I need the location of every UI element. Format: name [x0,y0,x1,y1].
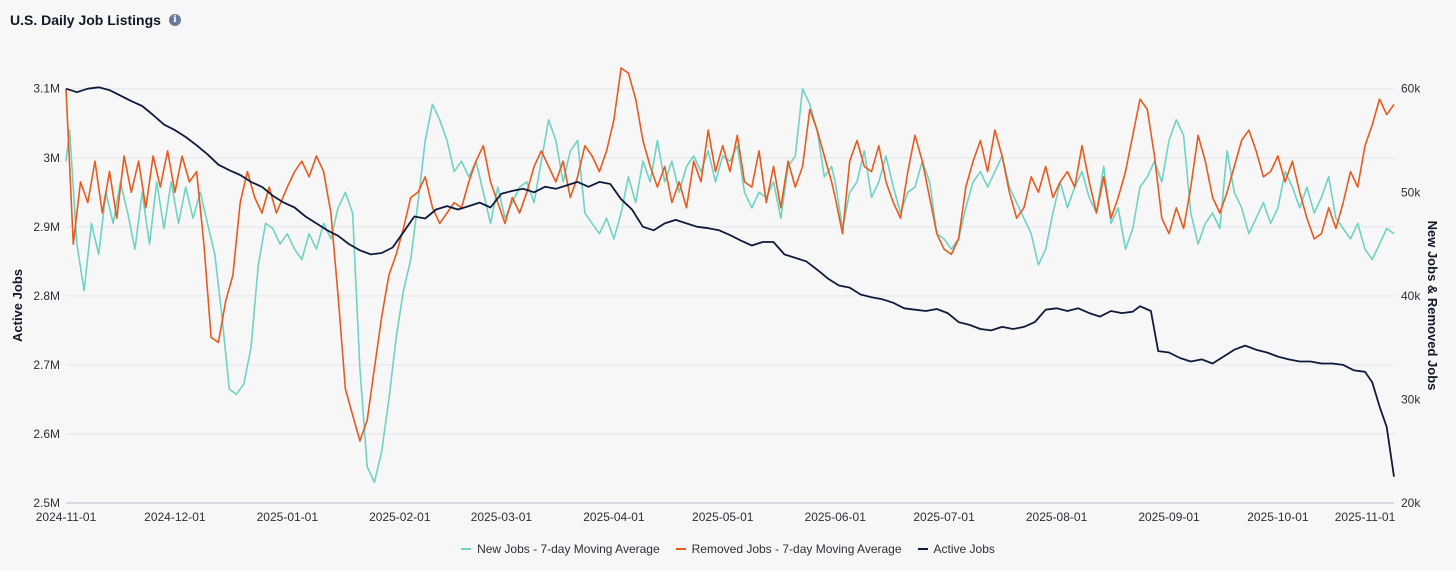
x-tick-label: 2024-11-01 [36,510,97,524]
y-left-tick-label: 3M [43,151,60,165]
legend-label-new-jobs: New Jobs - 7-day Moving Average [477,542,660,556]
legend-swatch-active-jobs [917,548,928,550]
series-line-new-jobs [65,87,1395,484]
x-tick-label: 2025-02-01 [369,510,431,524]
x-tick-label: 2025-11-01 [1335,510,1396,524]
series-line-active-jobs [65,86,1395,477]
x-tick-label: 2025-06-01 [805,510,867,524]
y-left-tick-label: 2.6M [33,427,60,441]
y-left-tick-label: 2.5M [33,496,60,510]
y-left-tick-label: 2.9M [33,220,60,234]
x-tick-label: 2025-03-01 [471,510,533,524]
y-right-tick-label: 50k [1401,185,1421,199]
x-tick-label: 2025-08-01 [1026,510,1088,524]
x-tick-label: 2024-12-01 [144,510,206,524]
legend-label-removed-jobs: Removed Jobs - 7-day Moving Average [691,542,902,556]
y-right-tick-label: 20k [1401,496,1421,510]
x-tick-label: 2025-09-01 [1138,510,1200,524]
legend-item-new-jobs[interactable]: New Jobs - 7-day Moving Average [461,542,660,556]
series-line-removed-jobs [65,67,1395,442]
y-right-tick-label: 60k [1401,82,1421,96]
y-right-tick-label: 30k [1401,392,1421,406]
x-tick-label: 2025-10-01 [1247,510,1309,524]
x-tick-label: 2025-07-01 [913,510,975,524]
legend-item-active-jobs[interactable]: Active Jobs [917,542,995,556]
chart-header: U.S. Daily Job Listings i [10,12,181,28]
x-tick-label: 2025-05-01 [692,510,754,524]
chart-title: U.S. Daily Job Listings [10,12,161,28]
y-right-tick-label: 40k [1401,289,1421,303]
y-left-tick-label: 2.8M [33,289,60,303]
y-left-axis-title: Active Jobs [10,269,25,342]
y-right-axis-title: New Jobs & Removed Jobs [1425,221,1440,391]
y-left-tick-label: 3.1M [33,82,60,96]
x-tick-label: 2025-01-01 [257,510,319,524]
legend-swatch-new-jobs [461,548,472,550]
y-left-tick-label: 2.7M [33,358,60,372]
legend-item-removed-jobs[interactable]: Removed Jobs - 7-day Moving Average [675,542,902,556]
info-icon[interactable]: i [168,14,181,26]
chart-legend: New Jobs - 7-day Moving Average Removed … [0,542,1456,556]
legend-swatch-removed-jobs [675,548,686,550]
x-tick-label: 2025-04-01 [583,510,645,524]
legend-label-active-jobs: Active Jobs [933,542,995,556]
